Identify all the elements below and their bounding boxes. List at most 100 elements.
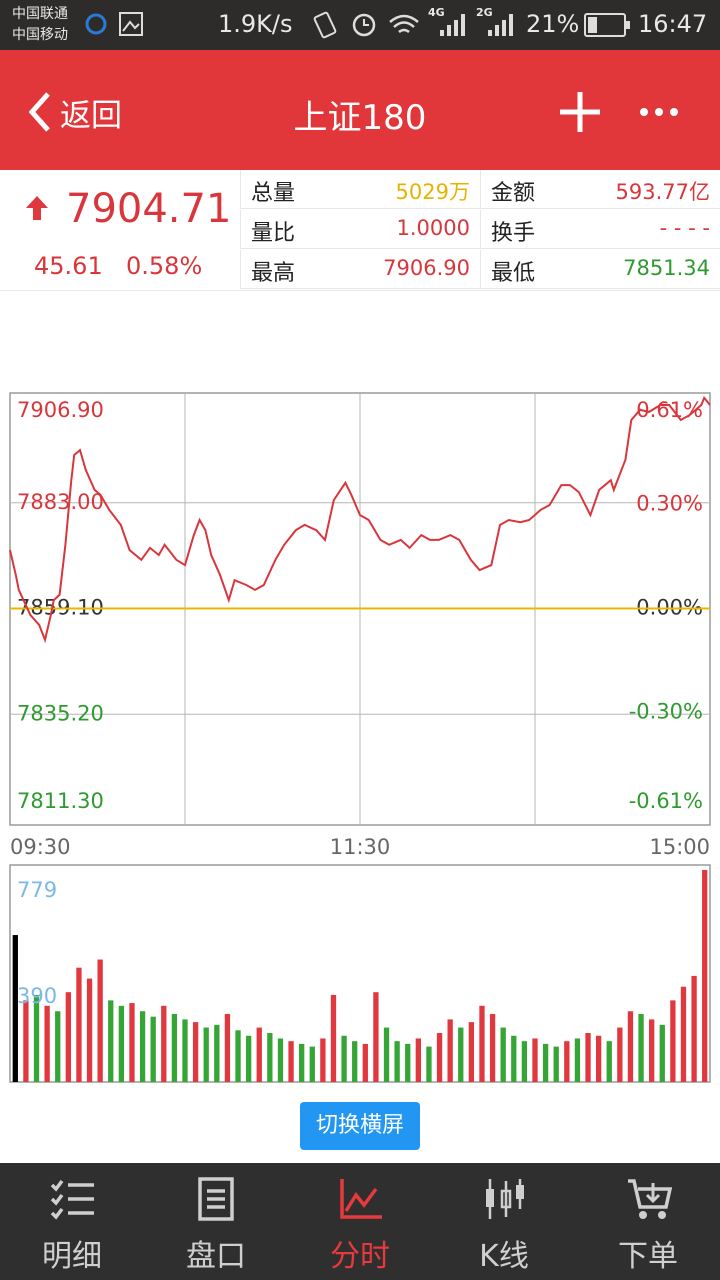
app-header: 返回 上证180 <box>0 50 720 170</box>
signal <box>488 14 513 36</box>
volume-bar <box>235 1030 241 1082</box>
volume-bar <box>649 1019 655 1082</box>
net-speed: 1.9K/s <box>218 10 293 38</box>
nav-icon <box>340 1179 382 1219</box>
clock: 16:47 <box>638 10 708 38</box>
nav-label: K线 <box>479 1239 529 1274</box>
stat-label: 最低 <box>491 261 536 286</box>
stat-label: 量比 <box>251 221 296 246</box>
volume-tick-label: 390 <box>17 984 57 1008</box>
price-change-pct: 0.58% <box>126 252 203 280</box>
volume-bar <box>564 1041 570 1082</box>
rotate-button[interactable]: 切换横屏 <box>300 1102 420 1150</box>
status-icons <box>85 12 143 36</box>
volume-bar <box>12 935 18 1082</box>
volume-bar <box>139 1011 146 1082</box>
volume-bar <box>23 1000 29 1082</box>
volume-bar <box>203 1027 209 1082</box>
y2-tick-label: 0.61% <box>636 398 703 422</box>
price-change: 45.61 <box>34 252 103 280</box>
volume-bar <box>479 1005 485 1082</box>
volume-bar <box>55 1011 61 1082</box>
volume-bar <box>267 1033 273 1082</box>
y2-tick-label: -0.61% <box>629 789 703 813</box>
stat-cell: 最高 7906.90 <box>240 250 480 289</box>
volume-bar <box>352 1041 358 1082</box>
volume-bar <box>680 986 687 1082</box>
volume-bar <box>192 1022 199 1082</box>
chart-area: 7906.907883.007859.107835.207811.300.61%… <box>9 392 711 1083</box>
price-line <box>9 395 711 644</box>
volume-bar <box>129 1003 135 1082</box>
stat-cell: 总量 5029万 <box>240 170 480 209</box>
volume-bar <box>214 1024 220 1082</box>
volume-bar <box>447 1019 453 1082</box>
volume-bar <box>585 1033 591 1082</box>
x-tick-label: 15:00 <box>649 835 710 859</box>
volume-bar <box>150 1016 156 1082</box>
y-tick-label: 7835.20 <box>17 701 104 725</box>
y-tick-label: 7811.30 <box>17 789 104 813</box>
bottom-nav: 明细 盘口 分时 K线 下单 <box>0 1163 720 1280</box>
volume-bar <box>659 1024 665 1082</box>
battery <box>584 13 630 37</box>
network-type: 2G <box>476 6 493 19</box>
nav-item[interactable]: 明细 <box>0 1163 144 1280</box>
stat-cell: 换手 - - - - <box>480 210 720 249</box>
more-button[interactable] <box>638 102 682 122</box>
carrier: 中国移动 <box>12 27 68 43</box>
status-icons <box>313 11 419 39</box>
volume-bar <box>224 1013 231 1082</box>
volume-bar <box>161 1005 167 1082</box>
volume-bar <box>436 1033 443 1082</box>
y-tick-label: 7906.90 <box>17 398 104 422</box>
nav-item[interactable]: K线 <box>432 1163 576 1280</box>
volume-bar <box>638 1013 644 1082</box>
volume-bar <box>33 994 40 1082</box>
volume-bar <box>500 1027 506 1082</box>
volume-bar <box>415 1038 421 1082</box>
add-button[interactable] <box>558 90 602 134</box>
nav-icon <box>50 1179 94 1220</box>
volume-bar <box>606 1041 612 1082</box>
nav-icon <box>486 1179 524 1219</box>
volume-bar <box>542 1043 549 1082</box>
volume-bar <box>44 1005 50 1082</box>
nav-item[interactable]: 分时 <box>288 1163 432 1280</box>
volume-bar <box>76 967 82 1082</box>
volume-bar <box>341 1035 347 1082</box>
volume-bar <box>595 1035 602 1082</box>
nav-label: 明细 <box>42 1239 102 1274</box>
stat-cell: 量比 1.0000 <box>240 210 480 249</box>
back-icon[interactable] <box>26 90 56 134</box>
back-button[interactable]: 返回 <box>60 98 122 134</box>
volume-bar <box>320 1038 326 1082</box>
x-tick-label: 11:30 <box>330 835 391 859</box>
volume-bar <box>171 1013 178 1082</box>
volume-bar <box>521 1041 528 1082</box>
last-price: 7904.71 <box>66 186 232 232</box>
x-tick-label: 09:30 <box>10 835 71 859</box>
volume-bar <box>309 1046 315 1082</box>
volume-bar <box>617 1027 623 1082</box>
stat-value: 1.0000 <box>396 216 470 240</box>
volume-bar <box>330 994 337 1082</box>
stat-value: - - - - <box>659 216 710 240</box>
page-title: 上证180 <box>293 98 427 138</box>
y2-tick-label: -0.30% <box>629 700 703 724</box>
nav-item[interactable]: 盘口 <box>144 1163 288 1280</box>
signal <box>440 14 465 36</box>
volume-bar <box>86 978 93 1082</box>
volume-bar <box>97 959 103 1082</box>
nav-item[interactable]: 下单 <box>576 1163 720 1280</box>
volume-bar <box>670 1000 676 1082</box>
volume-bar <box>256 1027 262 1082</box>
network-type: 4G <box>428 6 445 19</box>
volume-bar <box>383 1027 390 1082</box>
stat-cell: 最低 7851.34 <box>480 250 720 289</box>
volume-bar <box>489 1013 496 1082</box>
volume-tick-label: 779 <box>17 878 57 902</box>
up-arrow <box>26 196 48 220</box>
volume-bar <box>511 1035 517 1082</box>
